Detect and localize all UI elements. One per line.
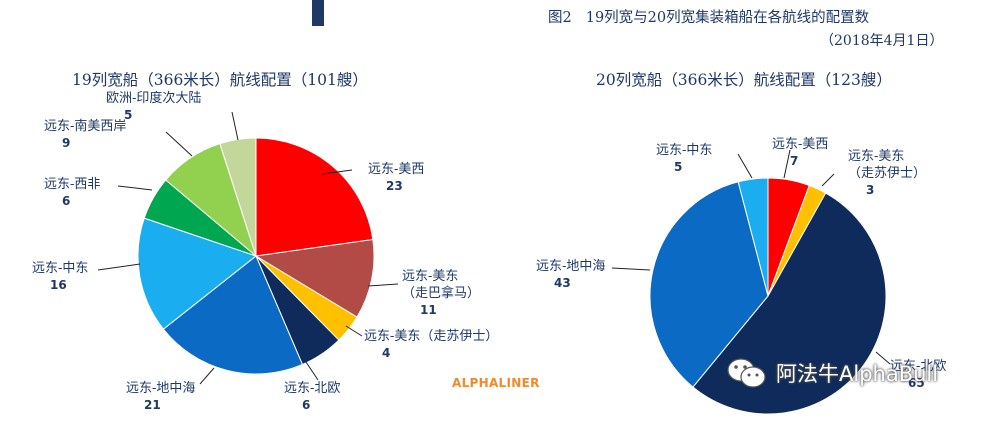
pie0-leader-7 bbox=[165, 131, 193, 157]
pie1-leader-3 bbox=[611, 267, 651, 271]
pie0-leader-4 bbox=[199, 367, 215, 385]
pie1-value-2: 65 bbox=[908, 376, 925, 390]
pie0-leader-2 bbox=[345, 325, 363, 337]
pie0-leader-3 bbox=[305, 361, 319, 381]
pie0-leader-0 bbox=[321, 169, 353, 175]
pie1-value-4: 5 bbox=[674, 160, 682, 174]
pie0-value-4: 21 bbox=[144, 398, 161, 412]
pie0-value-6: 6 bbox=[62, 194, 70, 208]
pie0-leader-5 bbox=[97, 263, 141, 271]
pie1-slice-3 bbox=[649, 181, 769, 388]
pie0-slice-1 bbox=[254, 238, 375, 318]
pie1-value-0: 7 bbox=[790, 154, 798, 168]
figure-title-text: 19列宽与20列宽集装箱船在各航线的配置数 bbox=[585, 10, 870, 26]
header-accent-bar bbox=[312, 0, 324, 26]
pie1-leader-2 bbox=[875, 351, 891, 365]
pie1-label-4-line0: 远东-中东 bbox=[656, 143, 712, 158]
pie0-slice-0 bbox=[255, 137, 374, 257]
pie0-label-1-line0: 远东-美东 bbox=[402, 269, 458, 284]
pie1-leader-1 bbox=[821, 173, 835, 187]
pie0-leader-6 bbox=[117, 185, 153, 191]
pie1-label-2-line0: 远东-北欧 bbox=[890, 359, 946, 374]
pie1-leader-0 bbox=[783, 149, 791, 179]
pie0-leader-8 bbox=[231, 111, 239, 141]
pie1-value-1: 3 bbox=[866, 183, 874, 197]
pie0-leader-1 bbox=[367, 283, 399, 287]
pie1-leader-4 bbox=[737, 153, 753, 179]
pie0-label-3-line0: 远东-北欧 bbox=[284, 381, 340, 396]
pie0-slice-5 bbox=[137, 217, 258, 330]
pie0-label-1-line1: （走巴拿马） bbox=[402, 285, 480, 301]
pie1-value-3: 43 bbox=[554, 276, 571, 290]
chart-title-20-wide: 20列宽船（366米长）航线配置（123艘） bbox=[596, 71, 892, 89]
pie0-value-7: 9 bbox=[62, 136, 70, 150]
wechat-icon bbox=[726, 356, 768, 390]
figure-date: （2018年4月1日） bbox=[820, 33, 944, 49]
source-label: ALPHALINER bbox=[452, 376, 540, 390]
pie0-label-7-line0: 远东-南美西岸 bbox=[44, 118, 126, 134]
chart-title-19-wide: 19列宽船（366米长）航线配置（101艘） bbox=[72, 71, 368, 89]
figure-title: 图2 19列宽与20列宽集装箱船在各航线的配置数 bbox=[548, 6, 869, 27]
pie0-value-5: 16 bbox=[50, 278, 67, 292]
pie0-label-6-line0: 远东-西非 bbox=[44, 177, 100, 192]
pie0-value-1: 11 bbox=[420, 303, 437, 317]
pie1-label-1-line0: 远东-美东 bbox=[848, 149, 904, 164]
pie0-label-2-line0: 远东-美东（走苏伊士） bbox=[364, 328, 498, 344]
pie0-value-8: 5 bbox=[124, 108, 132, 122]
pie0-value-3: 6 bbox=[302, 398, 310, 412]
pie1-label-3-line0: 远东-地中海 bbox=[536, 259, 605, 274]
figure-number: 图2 bbox=[548, 10, 572, 26]
pie0-label-4-line0: 远东-地中海 bbox=[126, 381, 195, 396]
pie1-label-0-line0: 远东-美西 bbox=[772, 137, 828, 152]
watermark-text: 阿法牛AlphaBull bbox=[776, 362, 939, 386]
pie1-label-1-line1: （走苏伊士） bbox=[848, 165, 926, 181]
pie0-slice-4 bbox=[162, 255, 304, 375]
pie0-label-5-line0: 远东-中东 bbox=[32, 261, 88, 276]
pie0-value-0: 23 bbox=[386, 179, 403, 193]
watermark: 阿法牛AlphaBull bbox=[726, 356, 938, 390]
pie0-label-0-line0: 远东-美西 bbox=[368, 162, 424, 177]
pie0-value-2: 4 bbox=[382, 346, 390, 360]
pie0-label-8-line0: 欧洲-印度次大陆 bbox=[106, 90, 201, 106]
pie1-slice-4 bbox=[737, 177, 769, 297]
